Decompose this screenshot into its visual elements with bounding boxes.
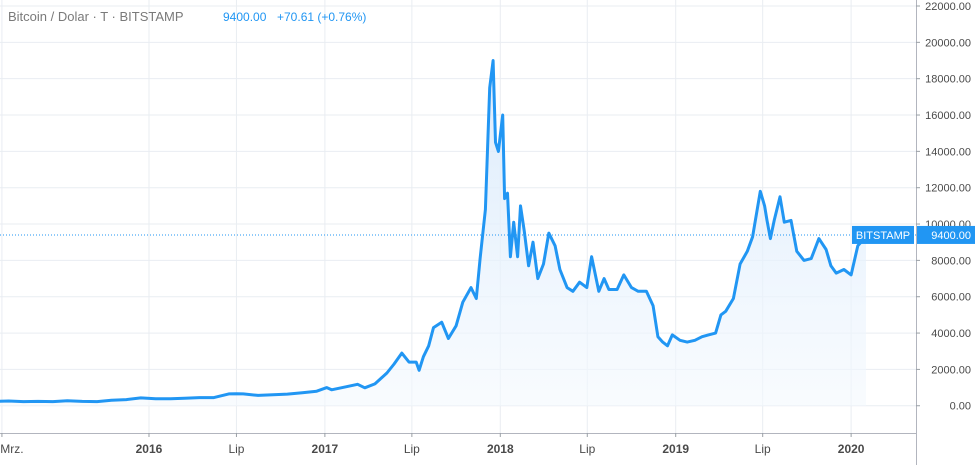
price-line-group — [0, 59, 868, 404]
header-price: 9400.00 — [223, 10, 267, 24]
x-tick-label: 2020 — [838, 442, 865, 456]
y-tick-label: 12000.00 — [925, 183, 971, 195]
x-tick-label: 2017 — [312, 442, 339, 456]
x-tick-label: 2018 — [487, 442, 514, 456]
y-tick-label: 2000.00 — [931, 364, 971, 376]
chart-header: Bitcoin / Dolar · T · BITSTAMP 9400.00 +… — [8, 9, 366, 24]
y-tick-label: 14000.00 — [925, 146, 971, 158]
exchange-tag-bg — [852, 225, 914, 244]
y-tick-label: 22000.00 — [925, 1, 971, 13]
y-tick-label: 6000.00 — [931, 292, 971, 304]
price-tag-value: 9400.00 — [931, 230, 971, 242]
x-tick-label: Lip — [228, 442, 244, 456]
price-tag: BITSTAMP 9400.00 — [852, 225, 975, 244]
area-fill-path — [0, 60, 866, 406]
y-tick-label: 18000.00 — [925, 74, 971, 86]
x-tick-label: Lip — [404, 442, 420, 456]
price-line — [0, 59, 868, 404]
header-change: +70.61 (+0.76%) — [277, 10, 366, 24]
x-tick-label: 2019 — [662, 442, 689, 456]
y-axis-ticks: 0.002000.004000.006000.008000.0010000.00… — [916, 1, 971, 413]
x-axis-ticks: Mrz. 2016 Lip 2017 Lip 2018 Lip 2019 Lip 2020 — [0, 433, 865, 456]
price-tag-bg — [917, 225, 975, 244]
x-tick-label: 2016 — [136, 442, 163, 456]
y-tick-label: 0.00 — [950, 401, 971, 413]
symbol-label: Bitcoin / Dolar · T · BITSTAMP — [8, 9, 184, 24]
y-tick-label: 16000.00 — [925, 110, 971, 122]
exchange-tag-label: BITSTAMP — [856, 230, 910, 242]
x-tick-label: Lip — [755, 442, 771, 456]
y-tick-label: 20000.00 — [925, 37, 971, 49]
y-tick-label: 8000.00 — [931, 255, 971, 267]
x-tick-label: Mrz. — [0, 442, 23, 456]
area-fill — [0, 60, 866, 406]
axes — [0, 0, 917, 465]
y-tick-label: 4000.00 — [931, 328, 971, 340]
x-tick-label: Lip — [579, 442, 595, 456]
